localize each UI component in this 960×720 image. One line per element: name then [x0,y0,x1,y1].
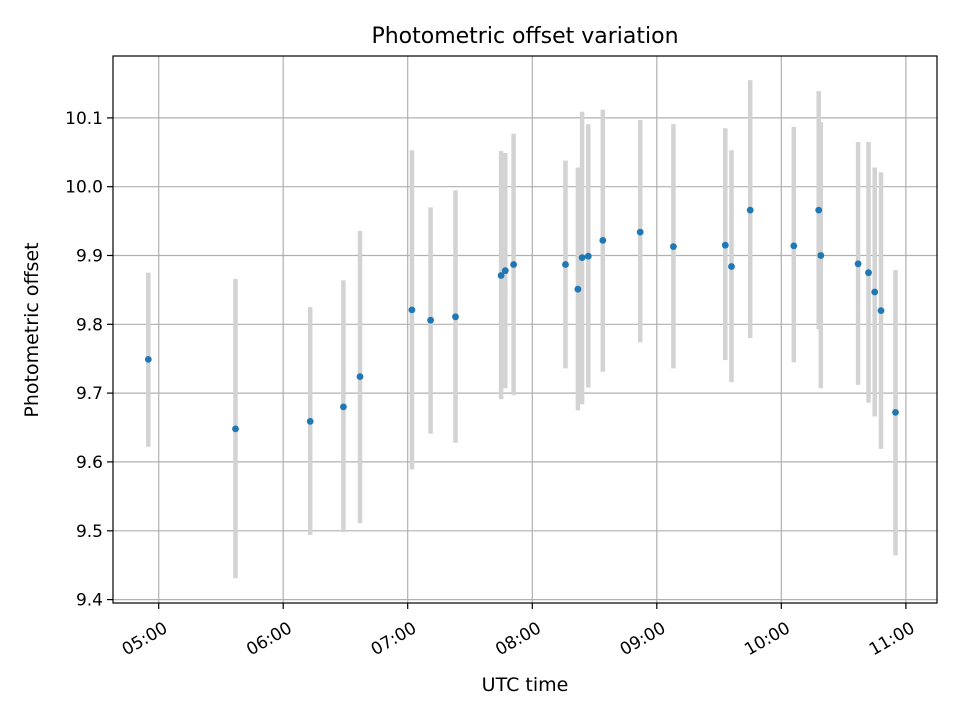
x-tick-label: 08:00 [492,618,544,660]
data-point [306,418,314,425]
data-point [144,356,152,363]
error-bars [146,80,898,579]
y-tick-label: 10.0 [65,178,103,198]
x-tick-label: 06:00 [243,618,295,660]
chart-title: Photometric offset variation [371,24,678,49]
data-point [636,228,644,236]
grid [113,56,937,603]
data-point [501,267,509,275]
y-tick-label: 9.7 [76,384,103,404]
data-point [427,316,434,324]
data-point [892,409,899,416]
data-point [865,269,872,277]
data-point [408,306,416,314]
data-point [232,425,239,433]
data-point [817,252,825,259]
data-point [340,403,347,411]
data-point [584,252,592,260]
data-point [871,288,879,296]
plot-frame [112,55,938,604]
y-tick-label: 9.9 [76,247,103,267]
x-tick-label: 11:00 [866,618,918,660]
y-tick-label: 9.6 [76,453,103,473]
data-point [510,261,517,268]
y-tick-label: 10.1 [65,109,103,129]
data-point [728,263,735,270]
x-tick-label: 05:00 [119,618,171,660]
data-point [815,206,823,214]
data-points [144,206,899,433]
data-point [877,307,885,314]
x-tick-label: 09:00 [617,618,669,660]
x-axis-ticks: 05:00 06:00 07:00 08:00 09:00 10:00 11:00 [119,603,918,660]
data-point [574,285,582,293]
data-point [562,261,569,268]
data-point [452,313,459,321]
data-point [746,206,754,214]
data-point [670,243,677,251]
data-point [356,373,364,380]
x-axis-label: UTC time [482,674,569,696]
y-tick-label: 9.8 [76,315,103,335]
y-tick-label: 9.4 [76,591,103,611]
data-point [790,242,798,250]
y-axis-ticks: 9.4 9.5 9.6 9.7 9.8 9.9 10.0 10.1 [65,109,113,611]
data-point [854,260,862,268]
data-point [599,237,607,244]
x-tick-label: 10:00 [741,618,793,660]
y-tick-label: 9.5 [76,522,103,542]
data-point [497,272,505,279]
data-point [578,254,586,261]
data-point [721,241,729,249]
y-axis-label: Photometric offset [21,242,43,417]
x-tick-label: 07:00 [368,618,420,660]
